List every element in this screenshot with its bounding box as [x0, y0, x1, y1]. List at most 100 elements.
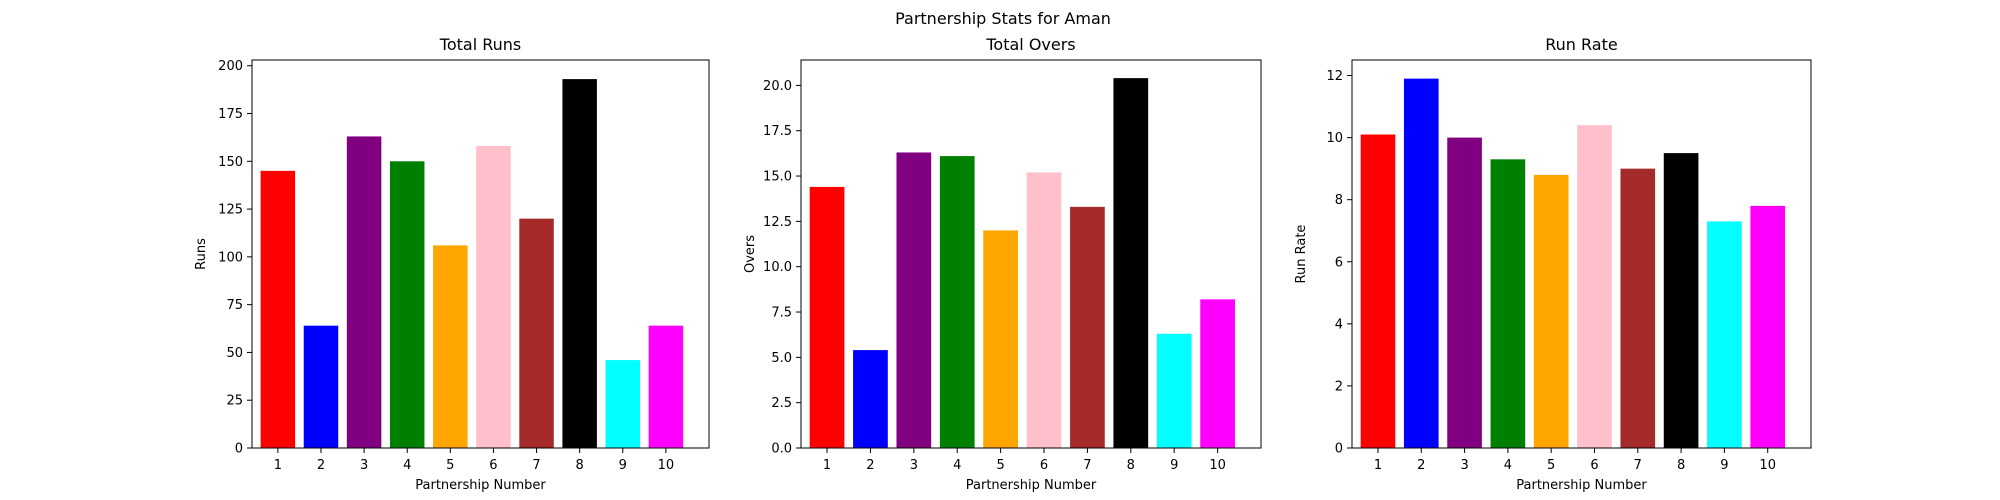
bar	[1447, 137, 1482, 448]
bar	[605, 360, 641, 448]
x-tick-label: 3	[910, 458, 918, 473]
x-tick-label: 1	[823, 458, 831, 473]
subplot-title: Total Runs	[439, 35, 521, 54]
x-axis-label: Partnership Number	[1516, 478, 1647, 493]
y-tick-label: 200	[218, 59, 243, 74]
y-tick-label: 12	[1326, 69, 1343, 84]
bar	[1026, 172, 1062, 448]
y-tick-label: 15.0	[763, 170, 792, 185]
y-tick-label: 0.0	[771, 442, 792, 457]
y-tick-label: 2	[1335, 379, 1343, 394]
bar	[1403, 78, 1439, 449]
y-tick-label: 10	[1326, 131, 1343, 146]
y-tick-label: 4	[1335, 317, 1343, 332]
x-tick-label: 10	[1759, 458, 1776, 473]
y-tick-label: 50	[226, 346, 243, 361]
y-tick-label: 125	[218, 203, 243, 218]
bar	[1070, 206, 1105, 448]
bar	[519, 218, 554, 448]
y-tick-label: 25	[226, 394, 243, 409]
x-tick-label: 4	[403, 458, 411, 473]
bar	[1577, 125, 1612, 449]
subplot-title: Total Overs	[985, 35, 1075, 54]
bar	[303, 325, 339, 448]
bar	[1620, 168, 1656, 448]
bar	[346, 136, 382, 448]
y-tick-label: 7.5	[771, 306, 792, 321]
x-tick-label: 5	[1547, 458, 1555, 473]
bar	[1113, 78, 1149, 448]
x-tick-label: 2	[1417, 458, 1425, 473]
y-tick-label: 100	[218, 250, 243, 265]
figure-title: Partnership Stats for Aman	[895, 9, 1111, 28]
x-tick-label: 1	[1374, 458, 1382, 473]
x-tick-label: 8	[576, 458, 584, 473]
bar	[1200, 299, 1235, 448]
y-tick-label: 12.5	[763, 215, 792, 230]
y-tick-label: 2.5	[771, 396, 792, 411]
x-tick-label: 5	[446, 458, 454, 473]
y-tick-label: 150	[218, 155, 243, 170]
x-tick-label: 8	[1127, 458, 1135, 473]
bar	[476, 146, 511, 448]
x-tick-label: 7	[532, 458, 540, 473]
x-tick-label: 10	[1209, 458, 1226, 473]
x-tick-label: 9	[1720, 458, 1728, 473]
x-tick-label: 3	[360, 458, 368, 473]
bar	[939, 156, 975, 448]
x-axis-label: Partnership Number	[966, 478, 1097, 493]
bar	[983, 230, 1018, 448]
bar	[809, 186, 845, 449]
x-tick-label: 7	[1083, 458, 1091, 473]
y-tick-label: 17.5	[763, 124, 792, 139]
y-tick-label: 10.0	[763, 260, 792, 275]
bar	[648, 325, 684, 448]
y-tick-label: 75	[226, 298, 243, 313]
x-tick-label: 4	[1504, 458, 1512, 473]
x-tick-label: 8	[1677, 458, 1685, 473]
x-tick-label: 10	[658, 458, 675, 473]
bar	[562, 79, 597, 449]
bar	[433, 245, 468, 448]
x-tick-label: 1	[274, 458, 282, 473]
x-tick-label: 2	[317, 458, 325, 473]
y-axis-label: Runs	[194, 238, 209, 270]
y-tick-label: 20.0	[763, 79, 792, 94]
bar	[1360, 134, 1396, 448]
x-axis-label: Partnership Number	[415, 478, 546, 493]
x-tick-label: 9	[1170, 458, 1178, 473]
y-tick-label: 5.0	[771, 351, 792, 366]
x-tick-label: 7	[1634, 458, 1642, 473]
bar	[389, 161, 425, 449]
y-tick-label: 6	[1335, 255, 1343, 270]
y-tick-label: 8	[1335, 193, 1343, 208]
bar	[1490, 159, 1526, 448]
x-tick-label: 5	[996, 458, 1004, 473]
x-tick-label: 6	[489, 458, 497, 473]
x-tick-label: 6	[1590, 458, 1598, 473]
subplot-title: Run Rate	[1545, 35, 1617, 54]
x-tick-label: 9	[619, 458, 627, 473]
y-tick-label: 0	[1335, 442, 1343, 457]
bar	[260, 170, 296, 449]
x-tick-label: 3	[1460, 458, 1468, 473]
x-tick-label: 4	[953, 458, 961, 473]
bar	[1156, 333, 1192, 448]
bar	[896, 152, 932, 448]
bar	[1533, 174, 1569, 448]
axes-frame	[1351, 59, 1812, 449]
y-axis-label: Run Rate	[1294, 225, 1309, 284]
subplot-2: 1 2 3 4 5 6 7 8 9 10 0.0 2.5 5.0 7.5 10.0 12.5 15.0 17.5 2…	[743, 35, 1262, 493]
axes-frame	[251, 59, 710, 449]
bar	[853, 350, 888, 448]
bar	[1663, 153, 1699, 448]
axes-frame	[800, 59, 1262, 449]
x-tick-label: 6	[1040, 458, 1048, 473]
bar	[1707, 221, 1742, 448]
y-tick-label: 175	[218, 107, 243, 122]
y-tick-label: 0	[235, 442, 243, 457]
